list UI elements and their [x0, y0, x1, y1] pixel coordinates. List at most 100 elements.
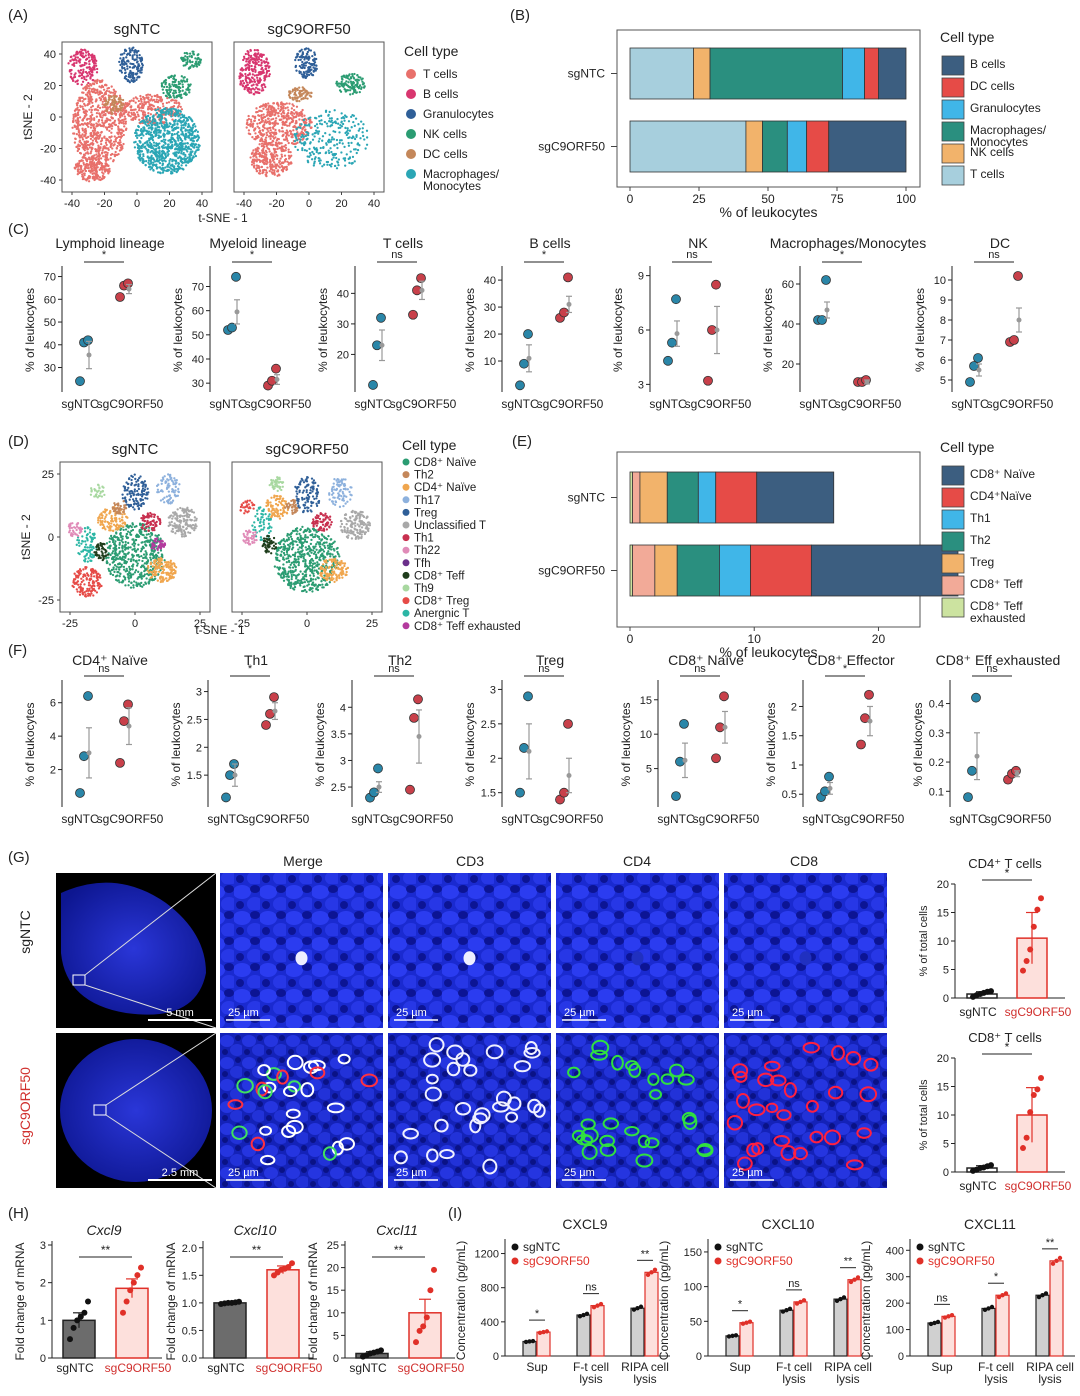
- tsne-point: [181, 85, 185, 89]
- tsne-point: [144, 536, 147, 539]
- tsne-point: [86, 103, 89, 107]
- tsne-point: [127, 486, 130, 489]
- tsne-point: [138, 476, 141, 480]
- tsne-point: [120, 565, 123, 568]
- tsne-point: [184, 132, 188, 135]
- tsne-point: [137, 66, 140, 70]
- tsne-point: [346, 127, 349, 130]
- tsne-point: [95, 64, 98, 67]
- tsne-point: [249, 80, 252, 83]
- tsne-point: [319, 114, 323, 117]
- tsne-point: [104, 159, 108, 163]
- tsne-point: [173, 167, 176, 170]
- tsne-point: [147, 157, 151, 160]
- tsne-point: [190, 518, 193, 522]
- tsne-point: [315, 117, 318, 120]
- tsne-point: [129, 72, 133, 75]
- tsne-point: [249, 122, 252, 126]
- tsne-point: [81, 105, 84, 108]
- y-tick-label: -40: [40, 175, 56, 187]
- tsne-point: [83, 527, 87, 530]
- tsne-point: [111, 124, 114, 128]
- tsne-point: [143, 111, 146, 114]
- tsne-point: [317, 115, 321, 118]
- tsne-point: [109, 157, 112, 160]
- tsne-point: [253, 137, 256, 141]
- tsne-point: [278, 160, 282, 163]
- tsne-point: [181, 139, 184, 143]
- tsne-point: [108, 170, 111, 173]
- tsne-point: [129, 69, 132, 73]
- tsne-point: [89, 559, 92, 562]
- tsne-point: [121, 59, 124, 62]
- tsne-point: [122, 56, 125, 60]
- tsne-point: [249, 54, 253, 58]
- tsne-point: [361, 127, 364, 130]
- tsne-point: [340, 151, 343, 154]
- tsne-point: [133, 571, 137, 574]
- tsne-point: [193, 516, 197, 519]
- tsne-point: [92, 56, 95, 59]
- tsne-point: [312, 69, 316, 73]
- tsne-point: [116, 144, 119, 148]
- panel-letter-F: (F): [8, 642, 27, 659]
- tsne-point: [296, 88, 299, 92]
- tsne-point: [316, 130, 319, 134]
- tsne-point: [336, 117, 339, 121]
- tsne-point: [359, 87, 363, 90]
- tsne-point: [182, 114, 186, 117]
- tsne-point: [125, 56, 128, 59]
- tsne-point: [88, 531, 92, 534]
- tsne-point: [135, 581, 138, 584]
- tsne-point: [105, 126, 109, 130]
- tsne-point: [135, 533, 139, 536]
- tsne-point: [167, 479, 170, 482]
- tsne-point: [250, 76, 254, 79]
- tsne-point: [162, 105, 165, 108]
- tsne-point: [123, 115, 126, 118]
- tsne-point: [124, 120, 128, 123]
- tsne-point: [160, 553, 164, 556]
- tsne-point: [145, 147, 148, 150]
- tsne-point: [121, 497, 124, 500]
- tsne-point: [85, 110, 89, 113]
- tsne-point: [253, 88, 256, 91]
- tsne-point: [147, 107, 150, 110]
- tsne-point: [156, 157, 159, 160]
- tsne-point: [120, 114, 124, 117]
- tsne-point: [137, 124, 140, 128]
- tsne-point: [111, 557, 114, 560]
- tsne-point: [104, 112, 107, 116]
- tsne-point: [71, 126, 74, 129]
- tsne-point: [74, 137, 77, 140]
- tsne-point: [358, 144, 361, 147]
- tsne-point: [300, 73, 303, 76]
- tsne-point: [283, 123, 286, 126]
- tsne-point: [258, 105, 262, 109]
- tsne-point: [182, 126, 185, 129]
- tsne-point: [355, 83, 359, 86]
- tsne-point: [340, 77, 344, 80]
- tsne-point: [262, 69, 265, 72]
- tsne-point: [171, 527, 174, 531]
- tsne-point: [192, 137, 195, 140]
- tsne-point: [193, 152, 196, 155]
- tsne-point: [163, 85, 166, 89]
- x-tick-label: 0: [134, 198, 140, 210]
- tsne-point: [150, 549, 153, 552]
- tsne-point: [173, 159, 176, 162]
- tsne-point: [118, 113, 121, 116]
- tsne-point: [145, 533, 148, 536]
- tsne-point: [101, 94, 104, 98]
- tsne-point: [91, 113, 94, 116]
- tsne-point: [83, 63, 86, 67]
- tsne-point: [158, 147, 161, 150]
- y-tick-label: 20: [44, 81, 56, 93]
- tsne-point: [130, 478, 133, 482]
- tsne-point: [95, 98, 98, 102]
- tsne-point: [258, 166, 261, 169]
- tsne-point: [347, 136, 350, 140]
- tsne-point: [247, 51, 250, 54]
- tsne-point: [149, 538, 152, 541]
- tsne-point: [327, 141, 330, 144]
